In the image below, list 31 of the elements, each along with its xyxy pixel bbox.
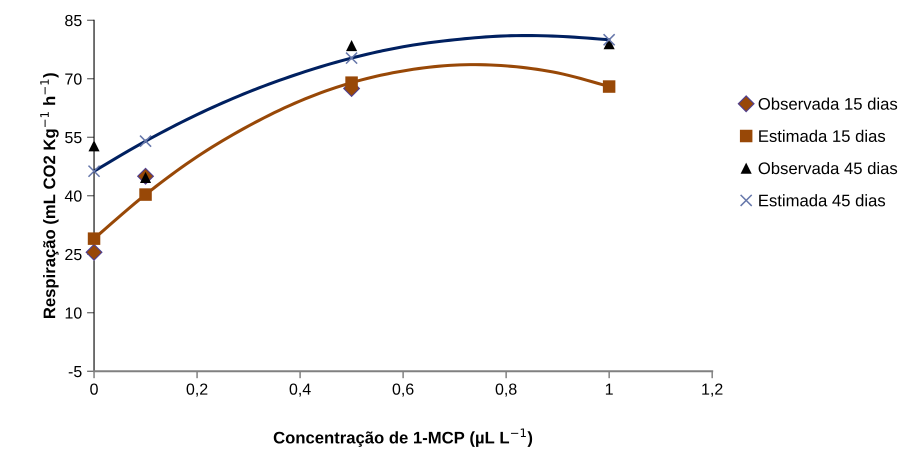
legend-label: Observada 15 dias	[758, 98, 898, 110]
x-axis-title: Concentração de 1-MCP (µL L$^{−1}$)	[274, 428, 532, 447]
legend-label: Estimada 15 dias	[759, 130, 886, 142]
x-tick-label: 0,4	[290, 383, 311, 397]
y-tick-label: 25	[65, 248, 82, 260]
point	[139, 134, 152, 148]
point	[346, 40, 358, 52]
x-tick-label: 0,2	[186, 383, 208, 397]
point	[88, 140, 100, 152]
point	[602, 80, 616, 93]
y-tick-label: 70	[65, 73, 82, 85]
legend-label: Estimada 45 dias	[759, 194, 886, 206]
point	[86, 244, 102, 261]
y-tick-label: 10	[66, 307, 82, 319]
y-tick-label: 85	[65, 14, 82, 26]
x-tick-label: 0,8	[496, 383, 517, 397]
x-tick-label: 1,2	[702, 383, 722, 397]
point	[602, 33, 616, 46]
point	[139, 188, 152, 201]
y-tick-label: -5	[68, 366, 82, 378]
point	[345, 76, 358, 89]
x-tick-label: 1	[606, 384, 613, 395]
point	[88, 164, 100, 178]
y-tick-label: 55	[65, 132, 82, 144]
point	[345, 52, 358, 64]
y-tick-label: 40	[64, 190, 82, 202]
legend-label: Observada 45 dias	[758, 162, 898, 174]
x-tick-label: 0,6	[392, 383, 414, 397]
point	[88, 232, 100, 245]
y-axis-title: Respiração (mL CO2 Kg$^{−1}$ h$^{−1}$)	[40, 73, 59, 318]
x-tick-label: 0	[90, 383, 98, 395]
